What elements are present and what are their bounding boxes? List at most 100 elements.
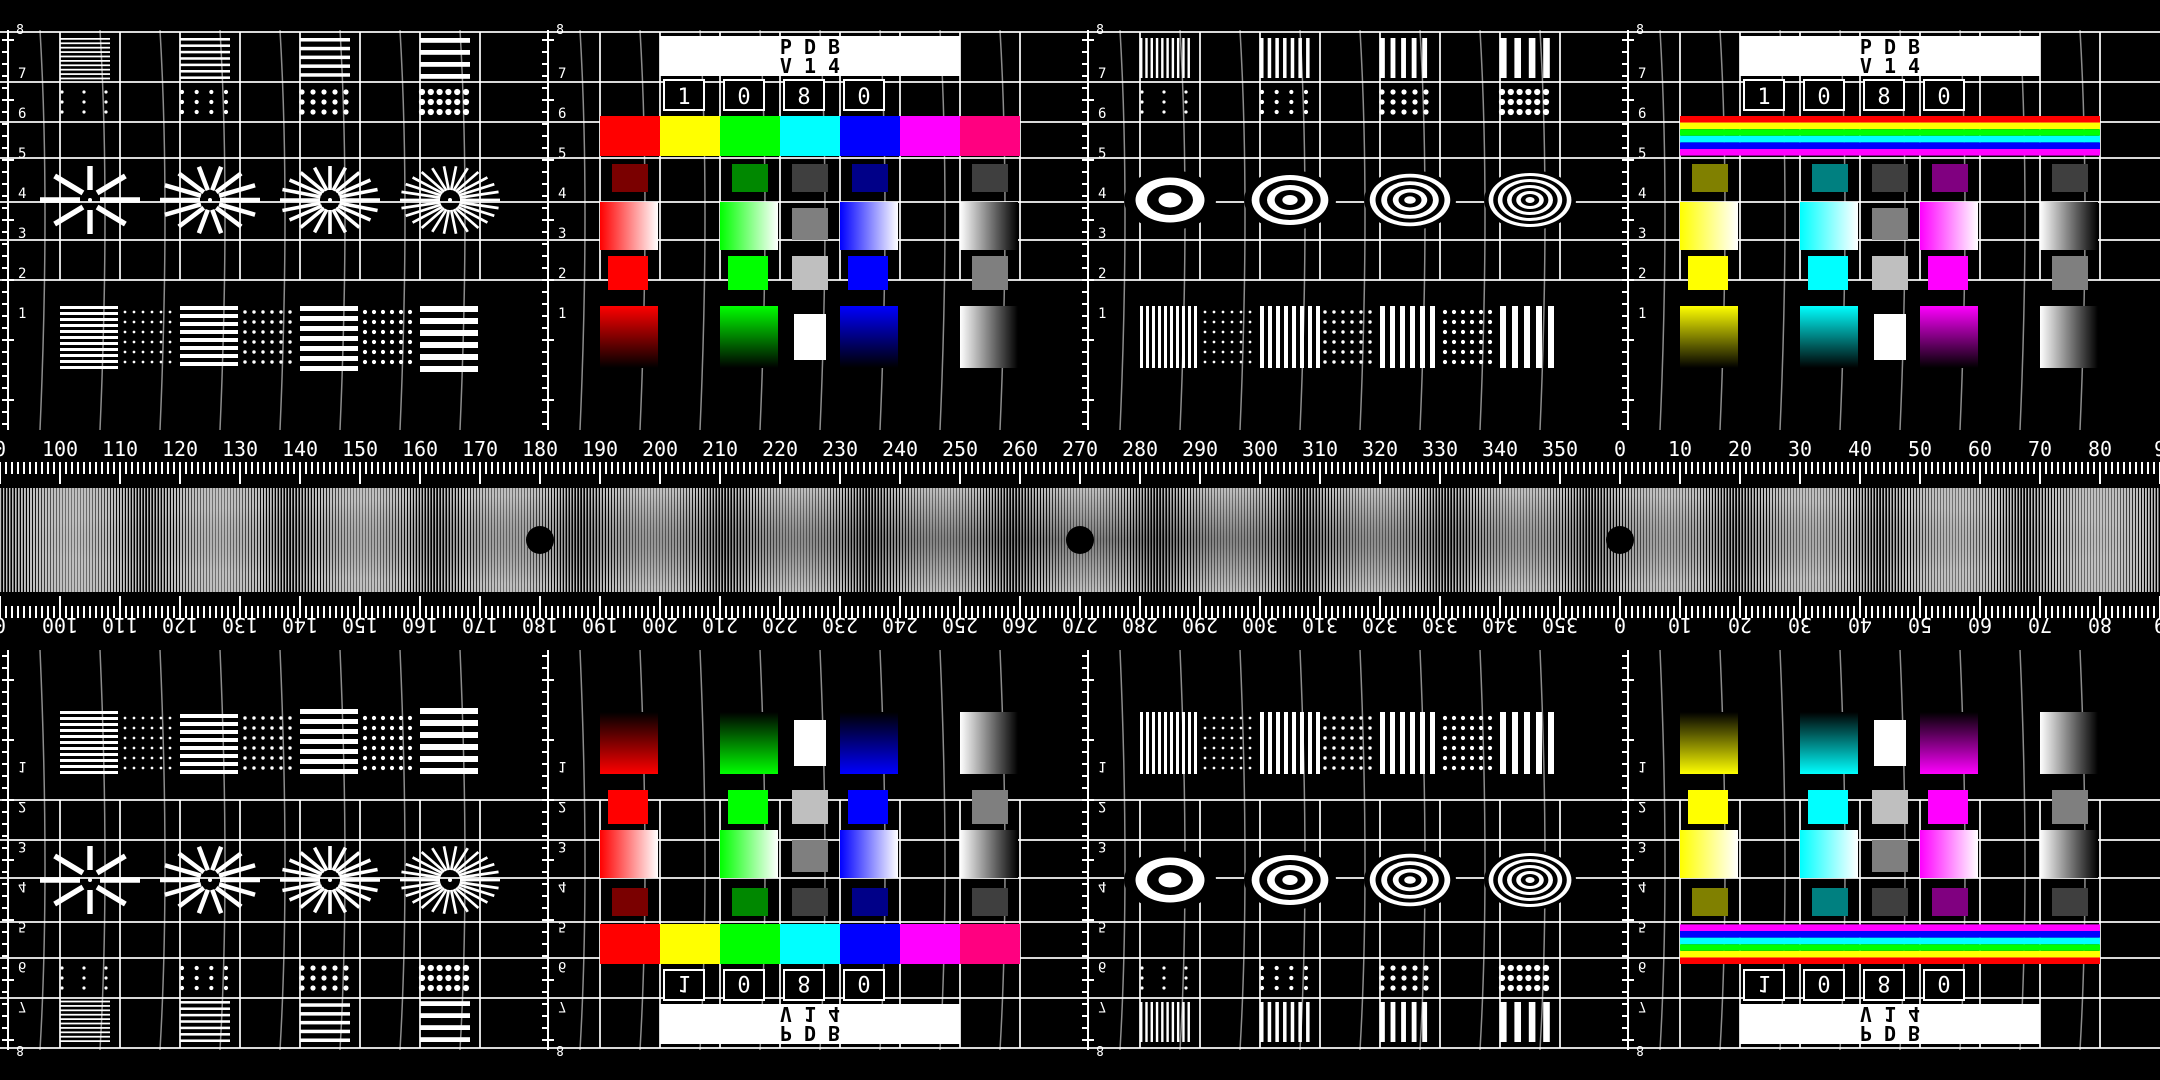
grating-bar [1411,1002,1417,1042]
dot [371,745,377,751]
dot [1451,319,1457,325]
dot [362,349,368,355]
scale-label: 340 [1482,613,1518,637]
starburst-spoke [331,208,348,234]
grating-line [60,1005,110,1007]
grating-bar [1411,38,1417,78]
dot [1203,350,1207,354]
bottom-cell-2 [123,716,172,770]
digit-box [1803,79,1845,111]
dot [1412,965,1418,971]
dot [1303,109,1309,115]
dot [332,965,338,971]
gray-swatch [1872,164,1908,192]
ruler-label: 1 [1098,306,1106,322]
dot [150,736,154,740]
dot [299,109,305,115]
scale-label: 0 [0,613,6,637]
starburst-spoke [452,208,469,233]
dot [332,89,338,95]
scale-label: 160 [402,437,438,461]
grating-bar [1290,1002,1295,1042]
dot [159,360,163,364]
pdb-badge: P D BV 1 4 [660,1002,960,1045]
ruler-label: 7 [1098,998,1106,1014]
dot [321,965,327,971]
starburst-spoke [431,208,448,233]
dot [243,756,247,760]
fade-swatch [1800,712,1858,774]
scale-label: 20 [1728,437,1752,461]
starburst-spoke [339,201,378,213]
starburst-spoke [337,884,372,902]
dot [1368,736,1372,740]
dot [1230,716,1234,720]
ruler-label: 2 [18,798,26,814]
grating-line [60,324,118,327]
grating-line [60,77,110,80]
lens-arc [2019,29,2026,431]
badge-line2: V 1 4 [780,1002,840,1026]
dot [288,746,292,750]
dot [179,89,185,95]
starburst-1 [40,846,140,914]
bottom-cell-2 [1203,310,1252,364]
gray-swatch [792,790,828,824]
dot [1212,736,1216,740]
dot [418,98,426,106]
gray-gradient [2040,830,2098,878]
dot [1203,310,1207,314]
gray-swatch [792,208,828,240]
grating-line [300,739,358,744]
grating-line [60,46,110,49]
dot [261,330,265,334]
dot [343,89,349,95]
dot [310,975,316,981]
dot [1341,766,1345,770]
grating-line [420,366,478,372]
dot [1303,965,1309,971]
starburst-spoke [53,204,85,227]
dot [223,965,229,971]
ruler-label: 5 [1098,918,1106,934]
dot [371,359,377,365]
dot [1230,736,1234,740]
scale-label: 80 [2088,437,2112,461]
starburst-spoke [456,176,489,195]
dot [1487,755,1493,761]
rainbow-stripe [1680,924,2100,931]
grating-line [60,64,110,67]
grating-line [300,709,358,714]
dot-grid-3 [299,89,349,115]
grating-line [420,744,478,750]
grating-line [60,735,118,738]
ruler-label: 1 [18,306,26,322]
dot [279,746,283,750]
scale-label: 70 [2028,613,2052,637]
grating-bar [1500,712,1506,774]
dot [445,108,452,116]
dot [445,98,452,106]
dot [150,310,154,314]
grating-bar [1188,712,1191,774]
starburst-spoke [177,206,206,229]
starburst-spoke [210,888,224,914]
starburst-4 [400,165,500,235]
grating-bar [1284,712,1288,774]
scale-label: 320 [1362,613,1398,637]
dot [1239,340,1243,344]
dot [1212,360,1216,364]
dot [1230,726,1234,730]
dot [1289,89,1294,95]
bullseye-4 [1484,850,1576,910]
gray-swatch [2052,164,2088,192]
dot [1359,310,1363,314]
dot [1534,974,1541,982]
dot [362,319,368,325]
grating-bar [1194,712,1197,774]
dot [1534,98,1541,106]
dot [288,726,292,730]
dot [1525,108,1532,116]
dot [398,309,404,315]
grating-bar [1292,306,1296,368]
